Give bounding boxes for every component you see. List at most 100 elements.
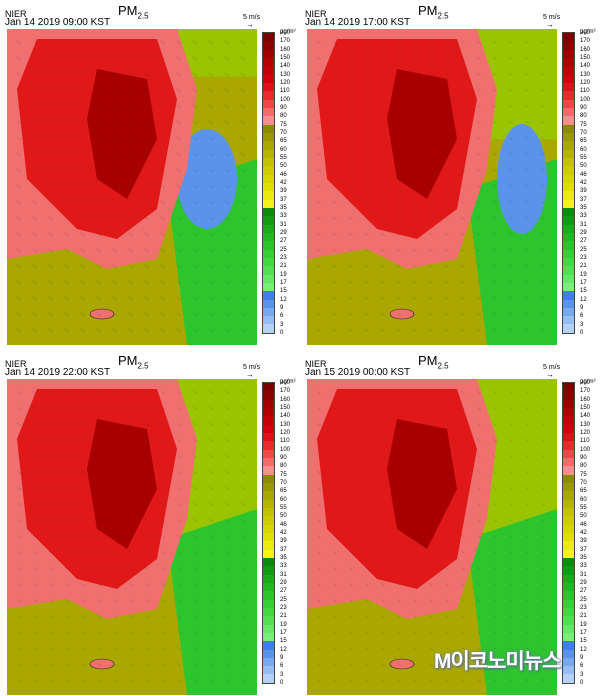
- wind-vector: [64, 662, 70, 667]
- wind-vector: [428, 120, 434, 125]
- color-scale-tick-label: 25: [580, 246, 587, 253]
- wind-vector: [96, 184, 102, 189]
- wind-vector: [444, 56, 450, 61]
- wind-vector: [160, 232, 166, 237]
- wind-vector: [332, 486, 338, 491]
- wind-vector: [224, 184, 230, 189]
- wind-vector: [112, 614, 118, 619]
- wind-vector: [492, 328, 498, 333]
- wind-vector: [380, 662, 386, 667]
- wind-vector: [176, 120, 182, 125]
- wind-vector: [160, 422, 166, 427]
- wind-vector: [144, 630, 150, 635]
- wind-vector: [508, 216, 514, 221]
- wind-vector: [96, 646, 102, 651]
- wind-vector: [32, 406, 38, 411]
- wind-vector: [508, 72, 514, 77]
- color-scale-swatch: [263, 416, 274, 425]
- color-scale-tick-label: 65: [280, 138, 287, 145]
- wind-scale-arrow-icon: →: [246, 20, 254, 29]
- color-scale-tick-label: 37: [580, 196, 587, 203]
- wind-vector: [348, 486, 354, 491]
- clean-air-zone: [177, 129, 237, 229]
- wind-vector: [240, 328, 246, 333]
- wind-vector: [412, 678, 418, 683]
- wind-vector: [348, 232, 354, 237]
- wind-vector: [64, 280, 70, 285]
- wind-vector: [396, 216, 402, 221]
- wind-vector: [412, 88, 418, 93]
- wind-vector: [192, 454, 198, 459]
- wind-vector: [48, 248, 54, 253]
- wind-vector: [192, 470, 198, 475]
- wind-vector: [316, 662, 322, 667]
- wind-vector: [144, 280, 150, 285]
- color-scale-swatch: [263, 191, 274, 200]
- wind-vector: [128, 662, 134, 667]
- wind-vector: [80, 630, 86, 635]
- wind-vector: [428, 534, 434, 539]
- wind-vector: [16, 454, 22, 459]
- color-scale-tick-label: 100: [280, 446, 291, 453]
- wind-vector: [64, 470, 70, 475]
- wind-vector: [524, 598, 530, 603]
- color-scale-swatch: [563, 116, 574, 125]
- wind-scale-arrow-icon: →: [546, 370, 554, 379]
- wind-vector: [80, 280, 86, 285]
- wind-vector: [240, 614, 246, 619]
- wind-vector: [160, 120, 166, 125]
- color-scale-swatch: [563, 383, 574, 392]
- wind-vector: [80, 296, 86, 301]
- wind-vector: [524, 438, 530, 443]
- wind-vector: [316, 502, 322, 507]
- wind-vector: [380, 56, 386, 61]
- wind-vector: [128, 184, 134, 189]
- wind-vector: [428, 438, 434, 443]
- wind-vector: [48, 438, 54, 443]
- wind-vector: [176, 470, 182, 475]
- color-scale-swatch: [563, 266, 574, 275]
- wind-vector: [364, 168, 370, 173]
- color-scale-tick-label: 70: [280, 130, 287, 136]
- wind-vector: [128, 264, 134, 269]
- wind-vector: [144, 200, 150, 205]
- wind-vector: [396, 550, 402, 555]
- color-scale-swatch: [563, 82, 574, 92]
- wind-vector: [32, 152, 38, 157]
- color-scale-swatch: [263, 466, 274, 475]
- wind-vector: [208, 454, 214, 459]
- wind-vector: [240, 152, 246, 157]
- wind-vector: [380, 264, 386, 269]
- wind-vector: [524, 662, 530, 667]
- wind-vector: [444, 328, 450, 333]
- wind-vector: [48, 422, 54, 427]
- wind-vector: [364, 88, 370, 93]
- wind-vector: [144, 614, 150, 619]
- wind-vector: [32, 566, 38, 571]
- wind-vector: [380, 232, 386, 237]
- wind-vector: [412, 534, 418, 539]
- wind-vector: [348, 582, 354, 587]
- wind-vector: [80, 534, 86, 539]
- wind-vector: [112, 598, 118, 603]
- wind-vector: [428, 152, 434, 157]
- concentration-map: [7, 29, 257, 345]
- wind-vector: [112, 534, 118, 539]
- color-scale-tick-label: 3: [580, 671, 584, 678]
- wind-vector: [364, 534, 370, 539]
- wind-vector: [476, 296, 482, 301]
- wind-vector: [144, 438, 150, 443]
- wind-vector: [508, 646, 514, 651]
- wind-vector: [396, 296, 402, 301]
- wind-vector: [160, 566, 166, 571]
- wind-vector: [444, 646, 450, 651]
- wind-vector: [412, 136, 418, 141]
- wind-vector: [316, 72, 322, 77]
- wind-vector: [476, 200, 482, 205]
- wind-vector: [128, 438, 134, 443]
- wind-vector: [332, 264, 338, 269]
- color-scale-tick-label: 55: [280, 155, 287, 161]
- color-scale-tick-label: 42: [280, 530, 287, 536]
- wind-vector: [144, 566, 150, 571]
- wind-vector: [16, 152, 22, 157]
